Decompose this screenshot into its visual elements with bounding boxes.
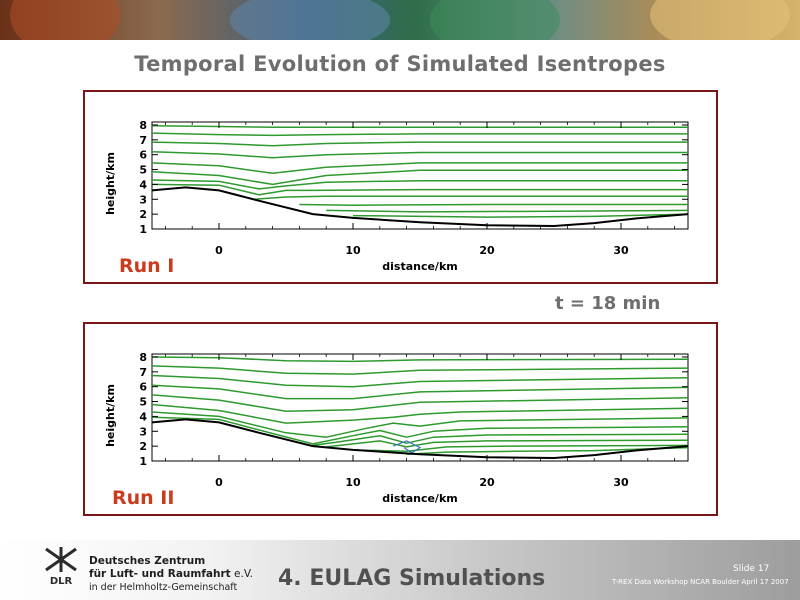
x-tick-label: 10 <box>345 244 361 257</box>
isentrope-line <box>151 416 689 445</box>
y-tick-label: 1 <box>139 455 147 468</box>
y-tick-label: 2 <box>139 208 147 221</box>
banner-circuit-image <box>430 0 560 40</box>
x-tick-label: 10 <box>345 476 361 489</box>
slide-number: Slide 17 <box>733 564 770 574</box>
isentrope-line <box>299 203 688 206</box>
plot-frame <box>151 121 689 230</box>
y-tick-label: 3 <box>139 193 147 206</box>
x-tick-label: 30 <box>613 244 629 257</box>
terrain-line <box>151 418 689 460</box>
slide-title: Temporal Evolution of Simulated Isentrop… <box>134 52 666 76</box>
isentrope-line <box>151 179 688 190</box>
banner-sky-image <box>230 0 390 40</box>
y-tick-label: 5 <box>139 164 147 177</box>
isentrope-line <box>312 433 689 447</box>
isentrope-line <box>352 444 689 453</box>
isentrope-line <box>326 439 689 448</box>
run1-label: Run I <box>119 255 175 277</box>
chart-panel-run1: 0 10 20 30 1 2 3 4 5 6 7 8 distance/km height/km Run … <box>83 90 718 284</box>
dlr-logo-text: DLR <box>50 576 73 586</box>
y-tick-label: 6 <box>139 381 147 394</box>
isentrope-line <box>151 384 689 400</box>
x-axis-label: distance/km <box>382 492 457 505</box>
isentrope-line <box>151 141 688 147</box>
isentrope-line <box>151 183 688 196</box>
y-tick-label: 8 <box>139 119 147 132</box>
y-tick-label: 2 <box>139 440 147 453</box>
isentrope-line <box>151 411 689 438</box>
header-banner <box>0 0 800 40</box>
overturning-contour <box>392 440 422 454</box>
y-tick-label: 4 <box>139 178 147 191</box>
y-tick-label: 6 <box>139 149 147 162</box>
dlr-logo: DLR <box>45 547 77 586</box>
isentrope-line <box>406 446 689 456</box>
banner-satellite-image <box>650 0 790 40</box>
chart-run1: 0 10 20 30 1 2 3 45 6 7 8 distance/km height/km <box>104 119 689 273</box>
isentrope-line <box>151 124 688 128</box>
institution-line2: für Luft- und Raumfahrt <box>89 568 231 580</box>
isentrope-line <box>352 213 689 218</box>
footer-bar <box>0 540 800 600</box>
y-tick-label: 7 <box>139 134 147 147</box>
x-tick-label: 0 <box>215 244 223 257</box>
terrain-line <box>151 186 689 228</box>
footer-title: 4. EULAG Simulations <box>278 566 546 591</box>
isentrope-line <box>151 394 689 412</box>
isentrope-line <box>326 209 689 213</box>
y-tick-label: 5 <box>139 396 147 409</box>
y-tick-label: 8 <box>139 351 147 364</box>
institution-ev: e.V. <box>234 568 253 580</box>
institution-line1: Deutsches Zentrum <box>89 555 206 567</box>
x-tick-label: 30 <box>613 476 629 489</box>
isentrope-line <box>151 365 689 375</box>
isentrope-line <box>151 374 689 388</box>
y-tick-label: 3 <box>139 425 147 438</box>
isentrope-line <box>151 169 688 186</box>
x-tick-label: 20 <box>479 244 495 257</box>
isentrope-line <box>252 195 688 201</box>
banner-planet-image <box>10 0 120 40</box>
institution-name: Deutsches Zentrum für Luft- und Raumfahr… <box>89 555 253 594</box>
y-tick-label: 1 <box>139 223 147 236</box>
isentrope-line <box>151 150 688 159</box>
y-tick-label: 4 <box>139 410 147 423</box>
y-axis-label: height/km <box>104 152 117 215</box>
time-label: t = 18 min <box>555 293 661 314</box>
y-tick-label: 7 <box>139 366 147 379</box>
x-tick-label: 0 <box>215 476 223 489</box>
isentrope-line <box>151 403 689 424</box>
chart-run2: 0 10 20 30 1 2 3 45 6 7 8 distance/km height/km <box>104 351 689 505</box>
y-axis-label: height/km <box>104 384 117 447</box>
isentrope-line <box>151 356 689 363</box>
chart-panel-run2: 0 10 20 30 1 2 3 4 5 6 7 8 distance/km height/km Run … <box>83 322 718 516</box>
x-tick-label: 20 <box>479 476 495 489</box>
run2-label: Run II <box>112 487 175 509</box>
isentrope-line <box>151 162 688 175</box>
x-axis-label: distance/km <box>382 260 457 273</box>
workshop-info: T-REX Data Workshop NCAR Boulder April 1… <box>612 578 789 586</box>
plot-frame <box>151 353 689 462</box>
isentrope-line <box>151 132 688 137</box>
institution-line3: in der Helmholtz-Gemeinschaft <box>89 582 238 593</box>
